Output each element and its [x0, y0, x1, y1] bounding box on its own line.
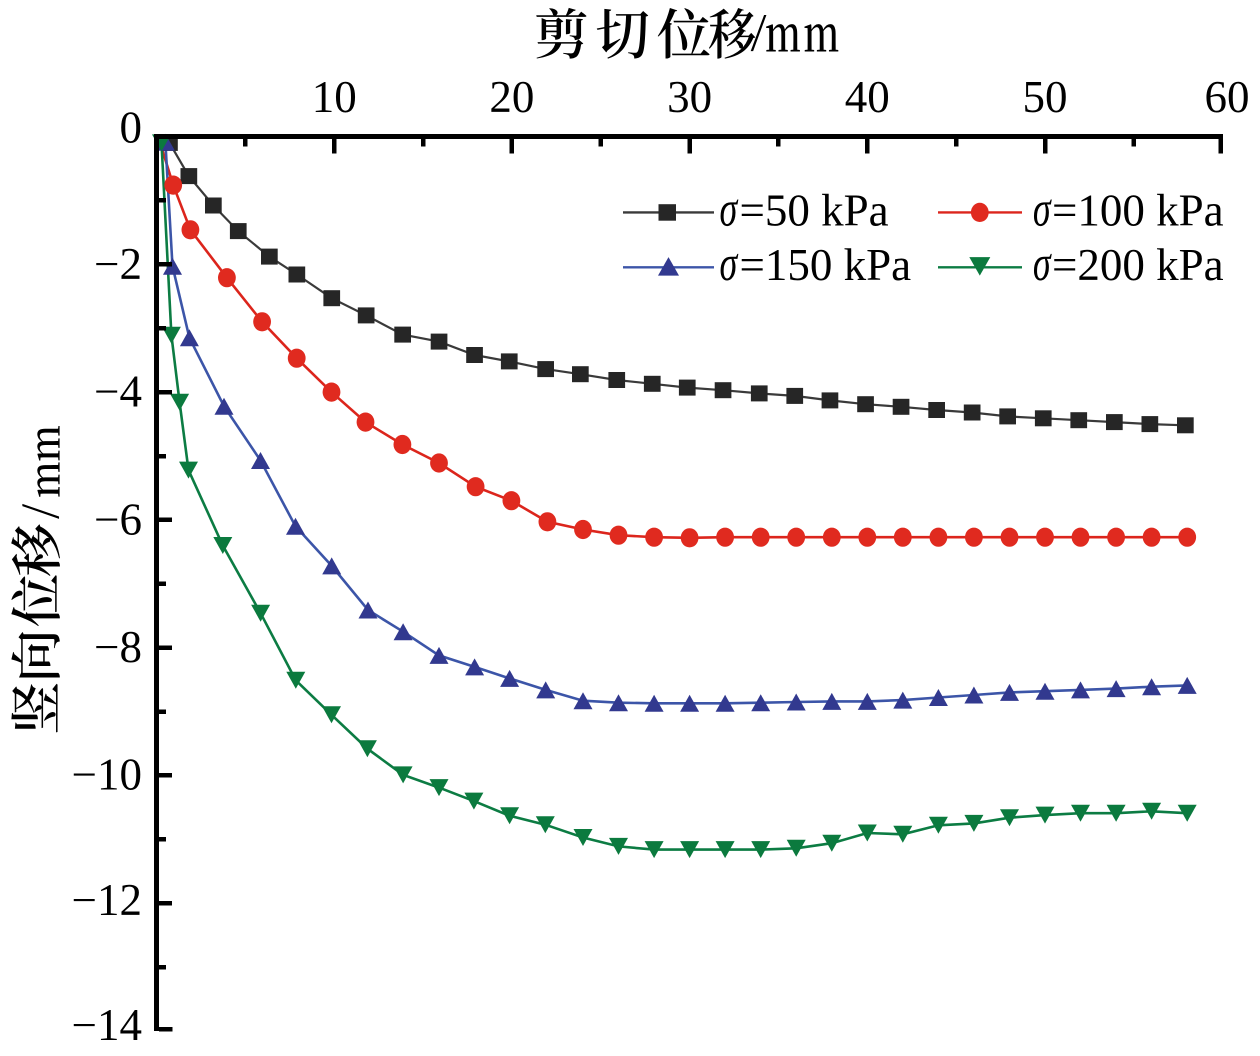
svg-text:20: 20: [489, 72, 534, 122]
svg-text:30: 30: [667, 72, 712, 122]
svg-text:−8: −8: [94, 622, 142, 672]
svg-text:−2: −2: [94, 239, 142, 289]
svg-text:0: 0: [120, 103, 143, 153]
svg-text:−10: −10: [72, 750, 142, 800]
svg-text:60: 60: [1205, 72, 1250, 122]
svg-text:−6: −6: [94, 495, 142, 545]
svg-text:40: 40: [845, 72, 890, 122]
svg-text:−4: −4: [94, 367, 142, 417]
svg-text:−12: −12: [72, 875, 142, 925]
svg-text:=100 kPa: =100 kPa: [1052, 186, 1224, 236]
svg-text:=200 kPa: =200 kPa: [1052, 240, 1224, 290]
svg-text:50: 50: [1023, 72, 1068, 122]
svg-text:10: 10: [312, 72, 357, 122]
svg-text:=150 kPa: =150 kPa: [740, 240, 912, 290]
svg-text:−14: −14: [72, 1000, 142, 1050]
svg-text:=50 kPa: =50 kPa: [740, 186, 889, 236]
